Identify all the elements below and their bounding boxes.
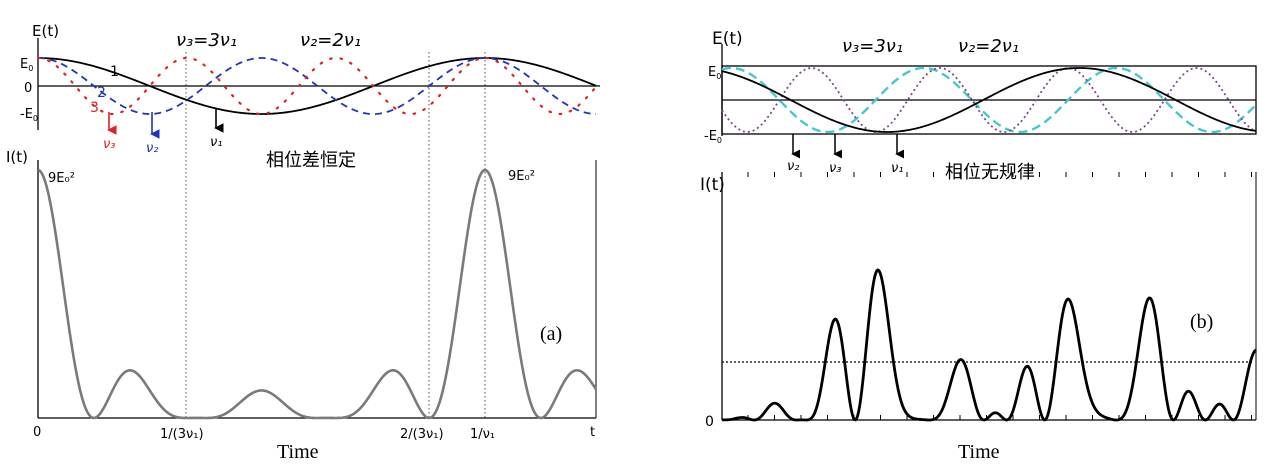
- panel-a-curve-num-3: 3: [90, 100, 99, 116]
- panel-b-neg-e0-sub: 0: [717, 136, 722, 145]
- panel-a-neg-e0-main: -E: [20, 107, 33, 122]
- panel-a-x-tick-3: 1/ν₁: [470, 427, 495, 442]
- panel-b-v2-relation: ν₂=2ν₁: [958, 36, 1019, 57]
- panel-b-intensity-curve: [721, 268, 1257, 422]
- panel-b-ticks: [747, 172, 1252, 420]
- panel-b-v3-relation: ν₃=3ν₁: [842, 36, 903, 57]
- panel-a-x-origin: 0: [33, 425, 41, 440]
- panel-a-xlabel: Time: [277, 441, 319, 463]
- panel-a-curve-num-2: 2: [97, 85, 106, 101]
- panel-b-xlabel: Time: [958, 441, 1000, 463]
- panel-a-nu2-curve: [37, 57, 597, 115]
- panel-a-arrow-v2-label: ν₂: [146, 141, 158, 156]
- panel-a-e-axis-label: E(t): [32, 22, 59, 40]
- panel-a-x-end: t: [590, 425, 595, 440]
- panel-a-nu3-curve: [36, 56, 598, 116]
- panel-b-panel-label: (b): [1190, 311, 1213, 333]
- panel-b-arrow-v1-label: ν₁: [891, 161, 903, 176]
- panel-a-nu1-curve: [37, 57, 597, 115]
- panel-b-e-axis-label: E(t): [712, 29, 743, 49]
- panel-a-v2-relation: ν₂=2ν₁: [300, 30, 361, 51]
- panel-b-nu1-curve: [721, 67, 1257, 133]
- panel-b-zero-label: 0: [705, 414, 714, 430]
- panel-a-panel-label: (a): [540, 323, 562, 345]
- panel-b-i-axis-label: I(t): [700, 175, 725, 195]
- panel-a-arrow-v1-label: ν₁: [210, 135, 222, 150]
- panel-b-chinese-caption: 相位无规律: [945, 162, 1035, 183]
- panel-b-e0-main: E: [708, 65, 716, 80]
- panel-b-e0-sub: 0: [716, 72, 721, 81]
- panel-a-e0-sub: 0: [28, 64, 33, 73]
- panel-b-arrow-v3-label: ν₃: [829, 161, 841, 176]
- panel-a-curve-num-1: 1: [110, 64, 119, 80]
- panel-a-x-tick-1: 1/(3ν₁): [160, 427, 204, 442]
- panel-a: E(t) E0 0 -E0 ν₃=3ν₁ ν₂=2ν₁ 1 2 3 ν₃ ν₂ …: [6, 22, 600, 463]
- panel-a-zero-label: 0: [24, 81, 32, 96]
- panel-b-neg-e0-label: -E0: [704, 129, 722, 145]
- panel-b-arrow-v2-label: ν₂: [787, 159, 799, 174]
- panel-b-neg-e0-main: -E: [704, 129, 717, 144]
- panel-a-intensity-curve: [37, 168, 598, 420]
- panel-a-v3-relation: ν₃=3ν₁: [176, 30, 237, 51]
- panel-a-e0-main: E: [20, 57, 28, 72]
- panel-a-neg-e0-sub: 0: [33, 114, 38, 123]
- panel-a-x-tick-2: 2/(3ν₁): [400, 427, 444, 442]
- panel-a-neg-e0-label: -E0: [20, 107, 38, 123]
- panel-b-e0-label: E0: [708, 65, 721, 81]
- panel-a-peak-label-right: 9E₀²: [508, 169, 535, 184]
- panel-a-i-axis-label: I(t): [6, 148, 28, 166]
- panel-a-chinese-caption: 相位差恒定: [266, 150, 356, 171]
- panel-a-e0-label: E0: [20, 57, 33, 73]
- panel-b: E(t) E0 -E0 ν₃=3ν₁ ν₂=2ν₁ ν₂ ν₃ ν₁ 相位无规律…: [700, 29, 1257, 463]
- panel-a-peak-label-left: 9E₀²: [48, 171, 75, 186]
- panel-b-nu2-curve: [721, 66, 1257, 134]
- panel-a-arrow-v3-label: ν₃: [103, 137, 115, 152]
